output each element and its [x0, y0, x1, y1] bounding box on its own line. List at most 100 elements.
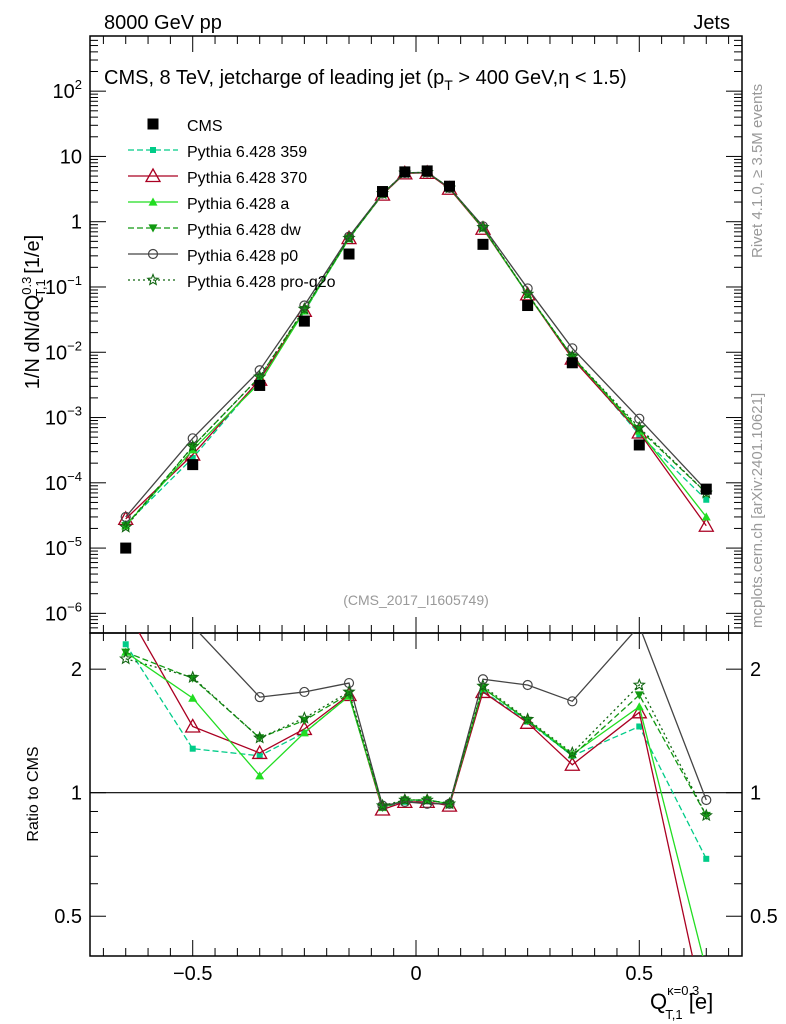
ratio-y-tick-label-left: 0.5	[54, 906, 82, 928]
point-cms	[421, 165, 433, 177]
legend-label-cms: CMS	[187, 118, 223, 135]
point-p370	[698, 517, 715, 532]
ratio-point-pp0	[254, 691, 265, 703]
series-p370	[117, 164, 715, 532]
ratio-y-tick-label-right: 2	[750, 659, 761, 681]
ratio-point-pdw	[188, 674, 198, 683]
ratio-point-pq2o	[632, 678, 646, 691]
x-axis-label-unit: [e]	[683, 989, 714, 1014]
point-pa	[701, 512, 711, 521]
x-tick-label: 0	[410, 963, 421, 985]
y-tick-label-exp: −4	[67, 469, 82, 484]
y-tick-label-base: 10	[60, 146, 82, 168]
point-pq2o	[476, 220, 490, 233]
header-right-label: Jets	[693, 12, 730, 34]
y-tick-label: 10−2	[45, 338, 82, 364]
x-axis-label-sup: κ=0.3	[667, 983, 699, 998]
point-pq2o	[632, 420, 646, 434]
y-tick-label: 10−5	[45, 534, 82, 560]
plot-title-pre: CMS, 8 TeV, jetcharge of leading jet (p	[104, 67, 444, 89]
series-pp0	[120, 167, 712, 523]
x-axis-label-sub: T,1	[665, 1007, 682, 1022]
ratio-point-p359	[703, 855, 710, 862]
ratio-point-pq2o	[375, 798, 390, 812]
legend-label-p359: Pythia 6.428 359	[187, 144, 307, 161]
ratio-point-pq2o	[297, 711, 312, 724]
point-cms	[377, 186, 389, 198]
axis-ticks	[90, 36, 742, 956]
ratio-point-p370	[119, 602, 133, 615]
ratio-point-pq2o	[699, 808, 713, 822]
legend-marker-pp0	[147, 248, 159, 260]
point-pp0	[254, 365, 265, 376]
legend: CMS Pythia 6.428 359 Pythia 6.428 370 Pythi…	[128, 118, 336, 291]
ratio-series-p359	[122, 641, 710, 862]
y-tick-label: 10−3	[45, 404, 82, 430]
y-axis-label: 1/N dN/dQ0.3T,1 [1/e]	[19, 235, 48, 389]
ratio-point-pp0	[477, 674, 489, 685]
ratio-line-pdw	[125, 651, 707, 816]
header-left-label: 8000 GeV pp	[104, 12, 222, 34]
y-tick-label: 10−6	[45, 599, 82, 625]
x-tick-label: −0.5	[173, 963, 212, 985]
y-axis-label-sub: T,1	[33, 279, 48, 296]
ratio-line-pp0	[198, 633, 707, 807]
ratio-point-pq2o	[119, 651, 133, 665]
point-cms	[399, 166, 411, 178]
point-pdw	[478, 224, 488, 233]
point-cms	[120, 542, 132, 554]
point-pp0	[187, 433, 198, 444]
y-tick-label-exp: −3	[67, 404, 82, 419]
ratio-point-p359	[189, 745, 196, 752]
legend-marker-p359	[150, 147, 156, 153]
point-cms	[343, 248, 355, 260]
ratio-point-pq2o	[186, 670, 200, 684]
ratio-point-pp0	[299, 686, 310, 698]
ratio-point-pq2o	[398, 792, 412, 806]
legend-label-pq2o: Pythia 6.428 pro-q2o	[187, 274, 336, 291]
legend-label-pa: Pythia 6.428 a	[187, 196, 289, 213]
ratio-point-p370	[519, 714, 536, 729]
y-tick-label: 10	[60, 146, 82, 168]
ratio-point-p370	[564, 756, 581, 771]
plot-title-post: > 400 GeV,η < 1.5)	[453, 67, 627, 89]
y-tick-label-base: 10	[53, 81, 75, 103]
ratio-point-pq2o	[342, 684, 356, 698]
ratio-series-p370	[119, 602, 713, 1024]
y-tick-label-exp: −1	[67, 273, 82, 288]
plot-title: CMS, 8 TeV, jetcharge of leading jet (pT…	[104, 67, 627, 93]
y-tick-label-base: 10	[45, 603, 67, 625]
ratio-y-tick-label-right: 0.5	[750, 906, 778, 928]
y-tick-label-base: 10	[45, 342, 67, 364]
x-axis-label-main: Q	[650, 989, 667, 1014]
y-tick-label-base: 10	[45, 473, 67, 495]
ratio-point-p370	[184, 718, 201, 733]
ratio-point-pq2o	[253, 730, 267, 744]
ratio-series-pq2o	[119, 651, 713, 822]
legend-label-p370: Pythia 6.428 370	[187, 170, 307, 187]
legend-label-pdw: Pythia 6.428 dw	[187, 222, 301, 239]
ratio-line-p359	[125, 643, 707, 860]
legend-marker-pdw	[148, 224, 158, 233]
ratio-point-pq2o	[420, 792, 434, 806]
ratio-y-axis-label: Ratio to CMS	[25, 746, 42, 841]
ratio-y-tick-label-left: 1	[71, 783, 82, 805]
ratio-line-p370	[138, 633, 694, 956]
plot-title-sub: T	[444, 77, 453, 93]
ratio-point-p370	[631, 703, 648, 719]
point-pq2o	[119, 520, 133, 533]
point-cms	[187, 459, 199, 471]
y-axis-label-sup: 0.3	[19, 277, 34, 295]
ratio-point-pa	[702, 965, 711, 973]
ratio-point-pdw	[634, 691, 644, 700]
ratio-point-p370	[699, 1013, 713, 1024]
series-line-pp0	[125, 171, 707, 518]
ratio-point-pa	[634, 702, 644, 711]
point-pp0	[567, 343, 578, 354]
legend-marker-cms	[147, 118, 159, 130]
ratio-point-pa	[255, 771, 265, 780]
legend-marker-p370	[144, 167, 162, 183]
y-tick-label-base: 1	[71, 212, 82, 234]
point-cms	[477, 238, 489, 250]
